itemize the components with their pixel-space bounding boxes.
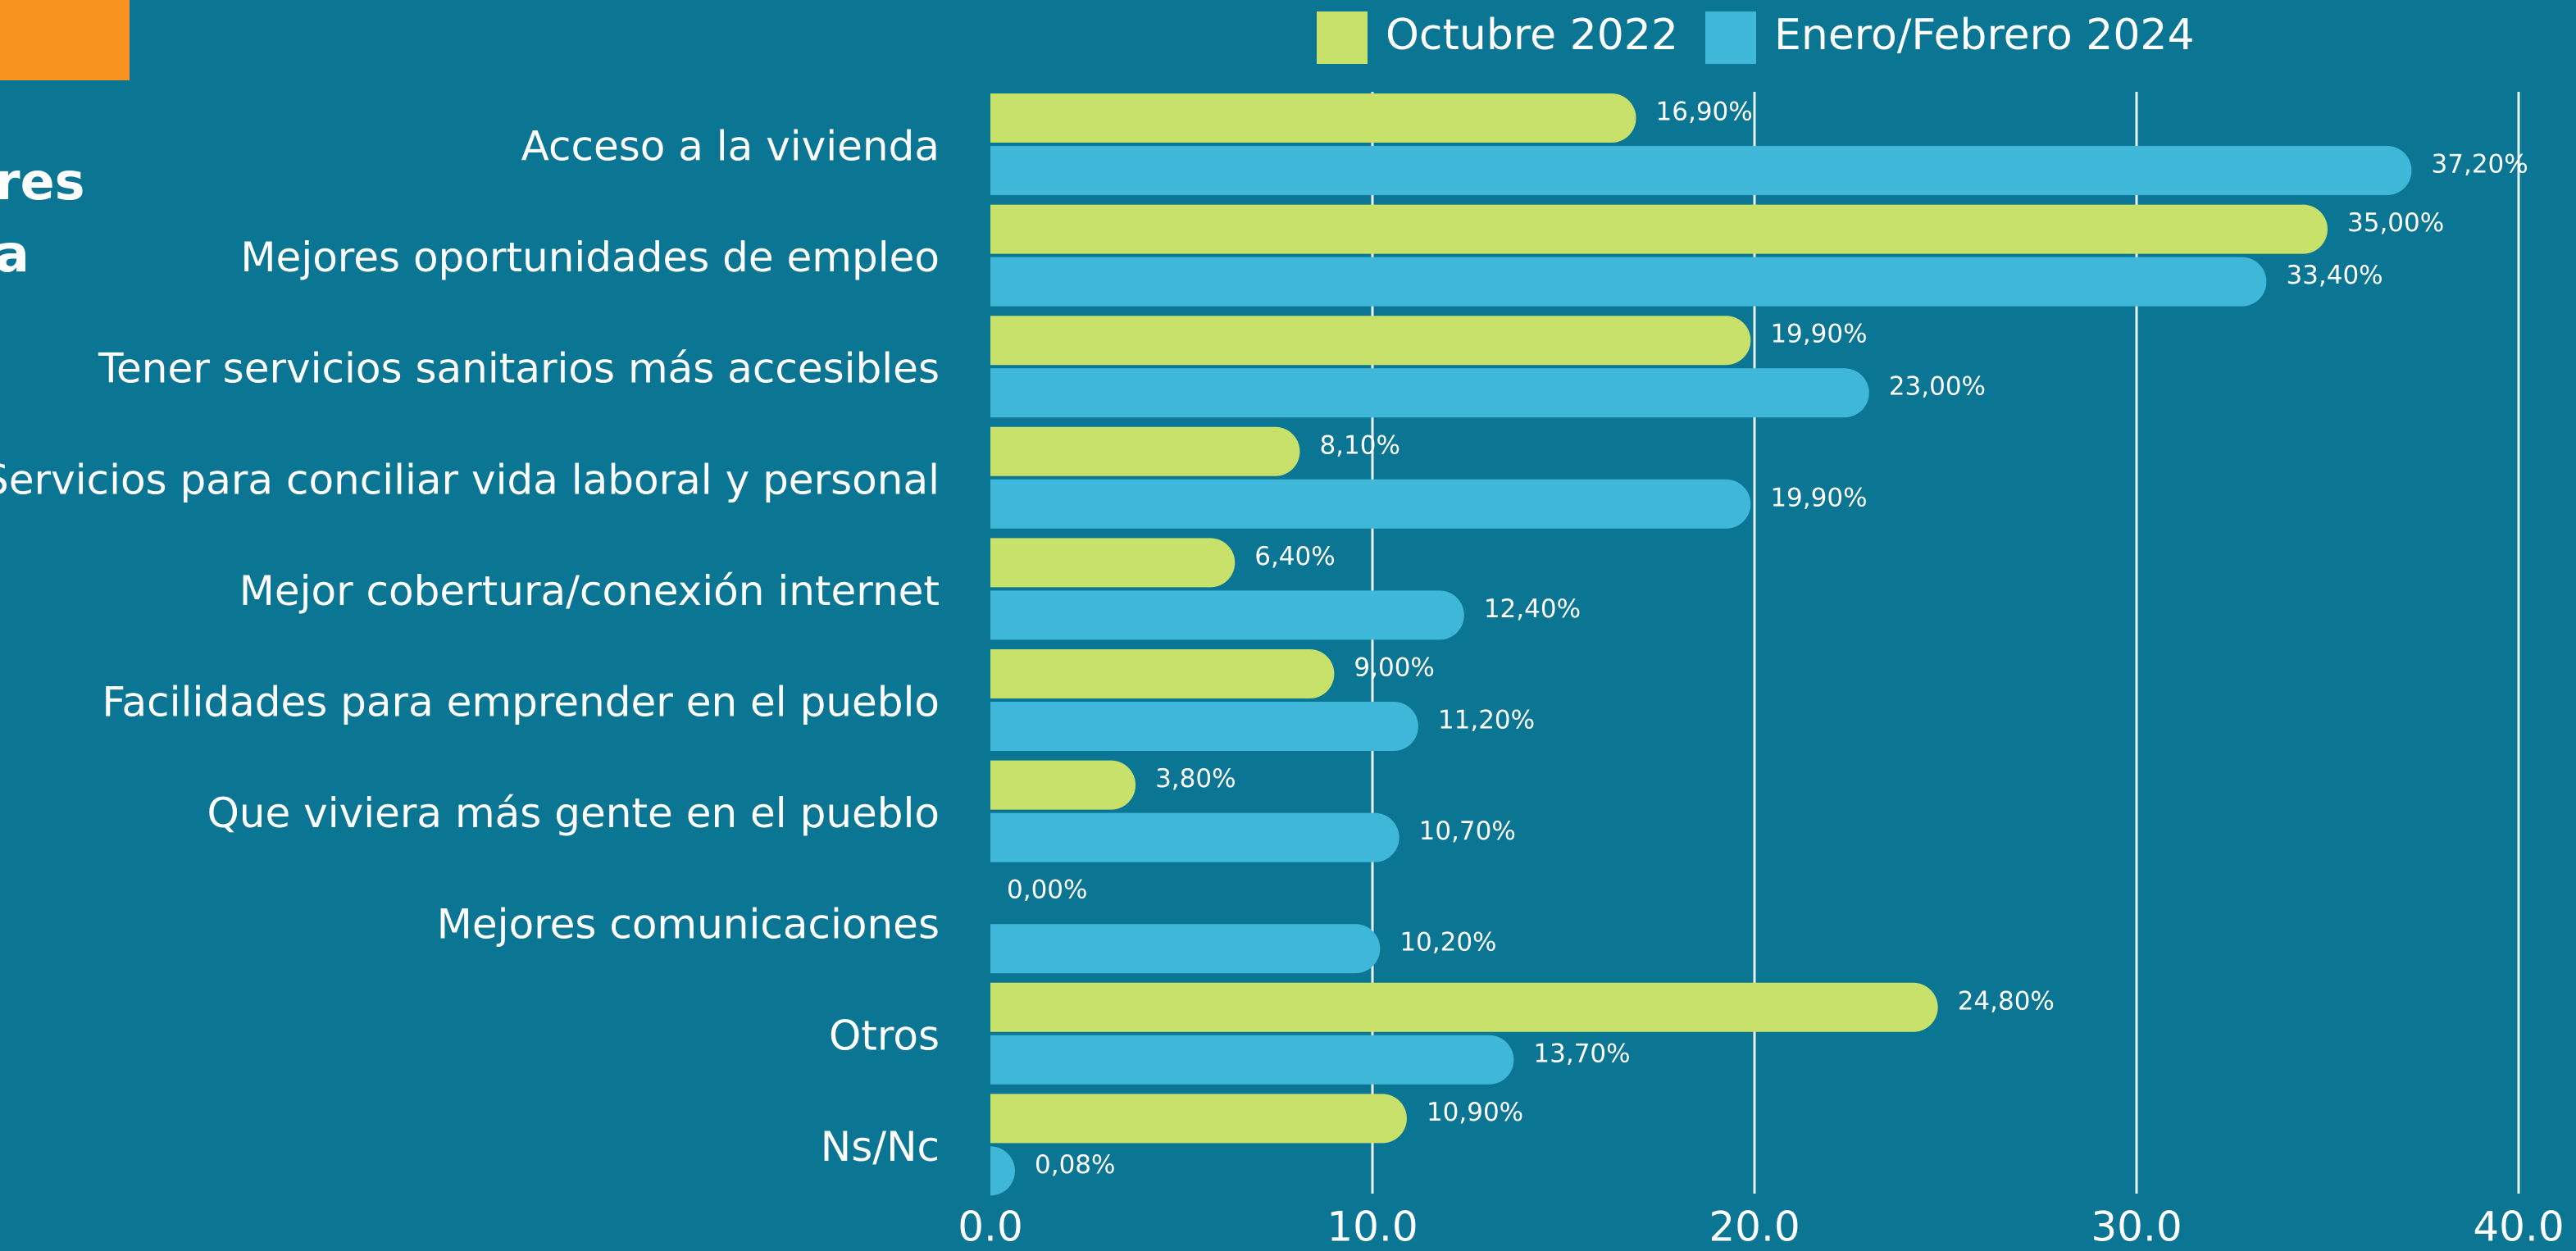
value-label: 11,20% <box>1438 706 1535 735</box>
value-label: 12,40% <box>1484 594 1581 624</box>
category-label: Mejores comunicaciones <box>437 901 940 948</box>
bar <box>990 1146 1016 1196</box>
bar <box>990 702 1418 751</box>
category-label: Mejores oportunidades de empleo <box>240 234 940 281</box>
value-label: 9,00% <box>1354 653 1434 683</box>
bar <box>990 479 1751 529</box>
bar <box>990 426 1300 476</box>
bar <box>990 649 1335 698</box>
bar <box>990 368 1869 418</box>
value-label: 19,90% <box>1770 483 1867 512</box>
bar <box>990 982 1938 1032</box>
value-label: 24,80% <box>1958 986 2055 1016</box>
category-label: Mejor cobertura/conexión internet <box>239 567 940 615</box>
legend-swatch <box>1705 11 1756 64</box>
bar <box>990 538 1236 588</box>
bar <box>990 1035 1514 1085</box>
value-label: 33,40% <box>2286 261 2383 290</box>
logo-block <box>0 0 130 80</box>
value-label: 8,10% <box>1319 430 1400 460</box>
category-label: Que viviera más gente en el pueblo <box>207 789 940 837</box>
legend-swatch <box>1317 11 1368 64</box>
value-label: 19,90% <box>1770 320 1867 349</box>
value-label: 0,08% <box>1035 1150 1115 1180</box>
value-label: 23,00% <box>1889 372 1986 402</box>
category-label: Acceso a la vivienda <box>521 123 940 171</box>
bar <box>990 812 1400 862</box>
value-label: 10,90% <box>1427 1098 1523 1127</box>
value-label: 6,40% <box>1254 542 1335 571</box>
bar <box>990 257 2267 307</box>
value-label: 10,70% <box>1419 817 1516 846</box>
category-label: Servicios para conciliar vida laboral y … <box>0 456 940 503</box>
bar <box>990 204 2328 254</box>
x-tick-label: 10.0 <box>1327 1203 1418 1251</box>
bar <box>990 93 1636 143</box>
value-label: 0,00% <box>1007 876 1087 905</box>
x-tick-label: 40.0 <box>2473 1203 2564 1251</box>
value-label: 35,00% <box>2347 208 2444 238</box>
category-label: Ns/Nc <box>821 1123 940 1171</box>
x-tick-label: 30.0 <box>2091 1203 2182 1251</box>
category-label: Facilidades para emprender en el pueblo <box>102 679 940 726</box>
bar <box>990 146 2412 196</box>
legend-label: Enero/Febrero 2024 <box>1774 11 2195 60</box>
value-label: 10,20% <box>1400 928 1496 958</box>
title-fragment: a <box>0 224 30 284</box>
title-fragment: res <box>0 152 85 212</box>
x-tick-label: 20.0 <box>1709 1203 1800 1251</box>
x-tick-label: 0.0 <box>958 1203 1023 1251</box>
bar <box>990 316 1751 366</box>
category-label: Otros <box>829 1012 940 1059</box>
bar <box>990 590 1464 640</box>
legend-label: Octubre 2022 <box>1386 11 1678 60</box>
value-label: 16,90% <box>1656 98 1753 127</box>
bar <box>990 1094 1407 1144</box>
bar <box>990 760 1136 810</box>
category-label: Tener servicios sanitarios más accesible… <box>98 345 940 393</box>
bar <box>990 924 1381 974</box>
value-label: 37,20% <box>2432 150 2528 180</box>
value-label: 3,80% <box>1155 764 1236 794</box>
value-label: 13,70% <box>1533 1039 1630 1068</box>
